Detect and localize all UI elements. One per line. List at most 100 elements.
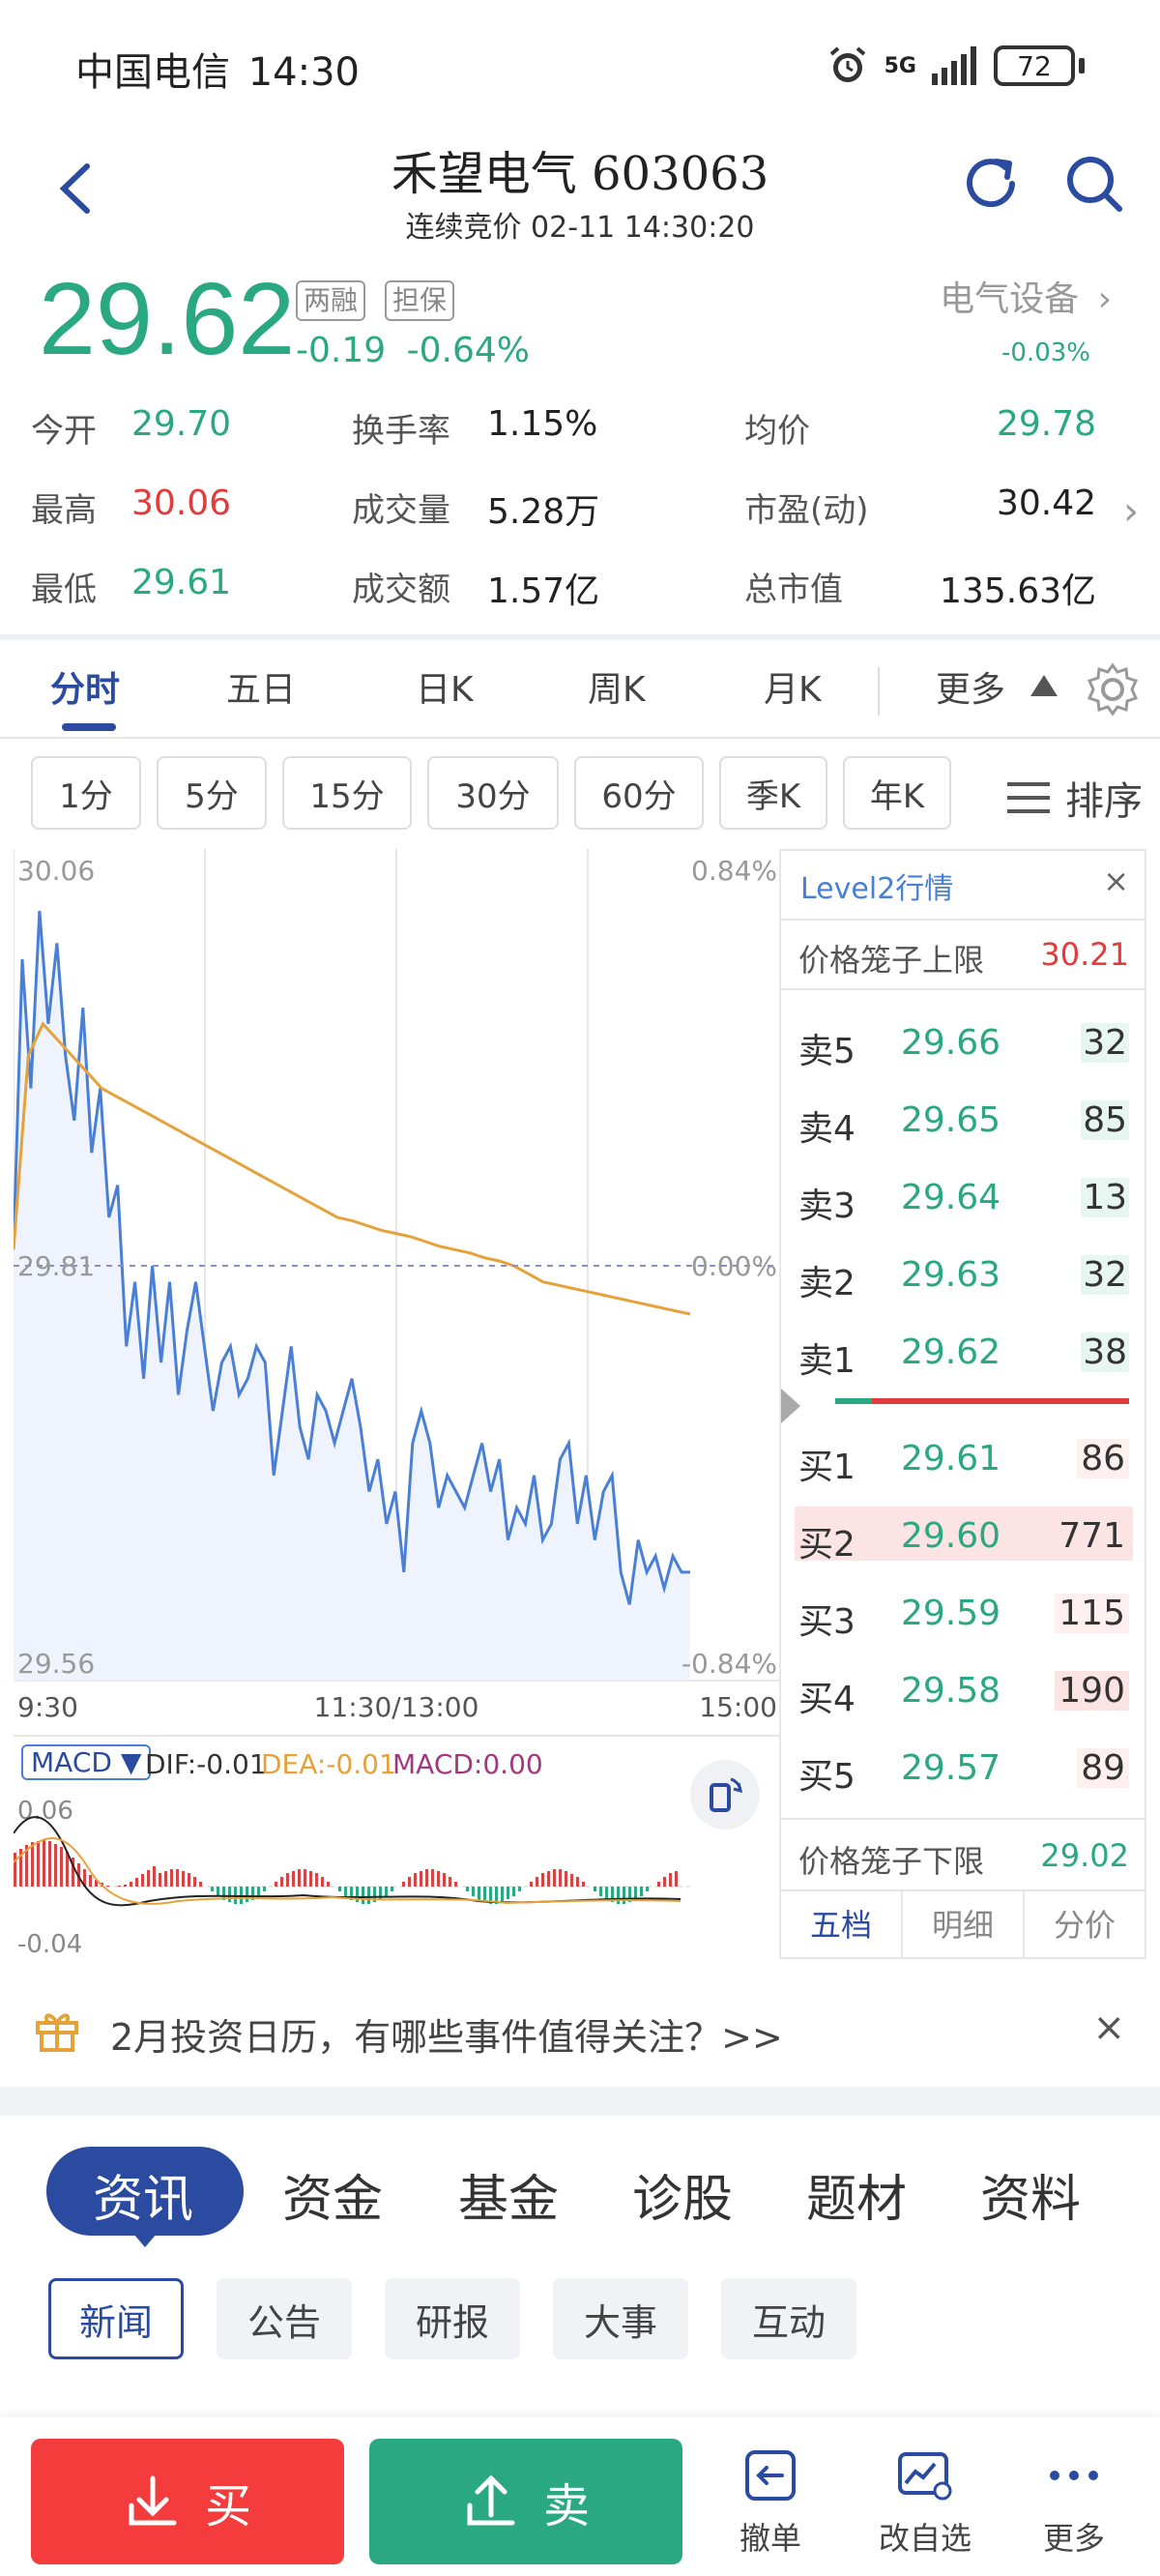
subtab-interaction[interactable]: 互动: [721, 2278, 856, 2359]
interval-5min[interactable]: 5分: [157, 756, 267, 830]
promo-close-icon[interactable]: ×: [1092, 2005, 1125, 2050]
macd-bar: [449, 1877, 451, 1887]
upper-limit-label: 价格笼子上限: [798, 942, 985, 979]
macd-chart: [14, 1816, 690, 1907]
tab-funds-flow[interactable]: 资金: [282, 2171, 384, 2229]
tab-weekly-k[interactable]: 周K: [588, 670, 646, 710]
stock-title: 禾望电气 603063: [391, 147, 769, 201]
interval-15min[interactable]: 15分: [282, 756, 412, 830]
tab-intraday[interactable]: 分时: [50, 670, 121, 710]
tab-daily-k[interactable]: 日K: [416, 670, 474, 710]
cancel-order-button[interactable]: 撤单: [708, 2444, 833, 2559]
tab-theme[interactable]: 题材: [806, 2171, 908, 2229]
lower-limit-value: 29.02: [1040, 1837, 1129, 1874]
macd-bar: [251, 1887, 254, 1900]
rotate-screen-icon[interactable]: [690, 1760, 760, 1830]
bid-level-label: 买2: [798, 1525, 856, 1565]
refresh-icon[interactable]: [957, 150, 1025, 218]
subtab-news[interactable]: 新闻: [48, 2278, 184, 2359]
ask-row[interactable]: 卖2 29.63 32: [781, 1238, 1145, 1315]
tab-news-info[interactable]: 资讯: [93, 2171, 194, 2229]
subtab-announcements[interactable]: 公告: [217, 2278, 352, 2359]
edit-watchlist-button[interactable]: 改自选: [862, 2444, 988, 2559]
macd-panel[interactable]: MACD ▼ DIF:-0.01 DEA:-0.01 MACD:0.00 0.0…: [14, 1735, 779, 1959]
buy-button[interactable]: 买: [31, 2439, 344, 2564]
ask-price: 29.63: [901, 1255, 1001, 1295]
macd-bar: [623, 1887, 625, 1904]
promo-banner[interactable]: 2月投资日历，有哪些事件值得关注？>> ×: [0, 1982, 1160, 2089]
ask-row[interactable]: 卖5 29.66 32: [781, 1006, 1145, 1083]
collapse-triangle-icon[interactable]: [781, 1389, 800, 1423]
bid-row[interactable]: 买3 29.59 115: [781, 1576, 1145, 1654]
macd-bar: [675, 1871, 678, 1887]
tab-details[interactable]: 明细: [903, 1891, 1025, 1959]
sell-button[interactable]: 卖: [369, 2439, 682, 2564]
more-button[interactable]: 更多: [1011, 2444, 1137, 2559]
pe-label: 市盈(动): [744, 491, 869, 530]
current-price: 29.62: [39, 262, 296, 376]
back-arrow-icon[interactable]: [46, 145, 114, 232]
bid-quantity: 89: [1077, 1748, 1129, 1788]
active-tab-indicator: [62, 723, 116, 731]
interval-quarterly-k[interactable]: 季K: [719, 756, 827, 830]
interval-60min[interactable]: 60分: [574, 756, 704, 830]
low-value: 29.61: [131, 563, 232, 602]
pct-tick-mid: 0.00%: [691, 1250, 777, 1282]
tab-more[interactable]: 更多: [936, 670, 1006, 710]
battery-level: 72: [1017, 49, 1052, 82]
macd-bar: [43, 1840, 45, 1887]
price-line: [12, 910, 690, 1605]
stats-expand-chevron-icon[interactable]: ›: [1123, 489, 1139, 534]
tab-monthly-k[interactable]: 月K: [764, 670, 822, 710]
divider: [781, 919, 1145, 921]
ask-row[interactable]: 卖4 29.65 85: [781, 1083, 1145, 1160]
bid-quantity: 115: [1055, 1594, 1129, 1633]
macd-bar: [153, 1866, 156, 1887]
bid-row[interactable]: 买1 29.61 86: [781, 1421, 1145, 1499]
lower-limit-label: 价格笼子下限: [798, 1843, 985, 1880]
bid-price: 29.59: [901, 1594, 1001, 1633]
macd-bar: [570, 1874, 573, 1887]
search-icon[interactable]: [1060, 150, 1128, 218]
bid-row[interactable]: 买4 29.58 190: [781, 1654, 1145, 1731]
settings-gear-icon[interactable]: [1085, 661, 1141, 717]
intraday-chart[interactable]: 30.06 29.81 29.56 0.84% 0.00% -0.84% 9:3…: [12, 849, 779, 1723]
tab-diagnose[interactable]: 诊股: [632, 2171, 734, 2229]
orderbook-close-icon[interactable]: ×: [1103, 863, 1129, 899]
battery-icon: 72: [994, 45, 1075, 86]
bid-row[interactable]: 买5 29.57 89: [781, 1731, 1145, 1808]
macd-bar: [582, 1882, 585, 1887]
interval-30min[interactable]: 30分: [427, 756, 559, 830]
macd-bar: [188, 1873, 190, 1887]
tab-fund[interactable]: 基金: [458, 2171, 560, 2229]
sector-link[interactable]: 电气设备 ›: [940, 271, 1112, 321]
ask-row[interactable]: 卖3 29.64 13: [781, 1160, 1145, 1238]
tab-profile[interactable]: 资料: [980, 2171, 1082, 2229]
macd-bar: [478, 1887, 480, 1900]
tab-price-distribution[interactable]: 分价: [1053, 1907, 1116, 1944]
avg-price-value: 29.78: [996, 404, 1096, 444]
ask-level-label: 卖3: [798, 1186, 856, 1226]
intraday-chart-panel[interactable]: 30.06 29.81 29.56 0.84% 0.00% -0.84% 9:3…: [12, 849, 779, 1723]
macd-bar: [495, 1887, 498, 1904]
ask-price: 29.66: [901, 1023, 1001, 1063]
macd-bar: [193, 1877, 196, 1887]
period-tabs: 分时 五日 日K 周K 月K 更多: [0, 634, 1160, 739]
triangle-up-icon[interactable]: [1030, 675, 1058, 696]
interval-yearly-k[interactable]: 年K: [843, 756, 951, 830]
dif-value: DIF:-0.01: [145, 1748, 267, 1780]
macd-selector[interactable]: MACD ▼: [21, 1744, 152, 1780]
bid-ask-ratio-bar: [835, 1398, 1129, 1404]
tab-five-day[interactable]: 五日: [226, 670, 297, 710]
interval-1min[interactable]: 1分: [31, 756, 141, 830]
sort-button[interactable]: 排序: [1005, 770, 1143, 826]
bid-row[interactable]: 买2 29.60 771: [781, 1499, 1145, 1576]
subtab-major-events[interactable]: 大事: [553, 2278, 688, 2359]
subtab-research[interactable]: 研报: [385, 2278, 520, 2359]
cancel-order-icon: [745, 2450, 796, 2501]
macd-bar: [25, 1845, 28, 1887]
tab-five-levels[interactable]: 五档: [781, 1891, 903, 1959]
ask-row[interactable]: 卖1 29.62 38: [781, 1315, 1145, 1392]
macd-bar: [518, 1887, 521, 1891]
macd-bar: [338, 1887, 341, 1891]
